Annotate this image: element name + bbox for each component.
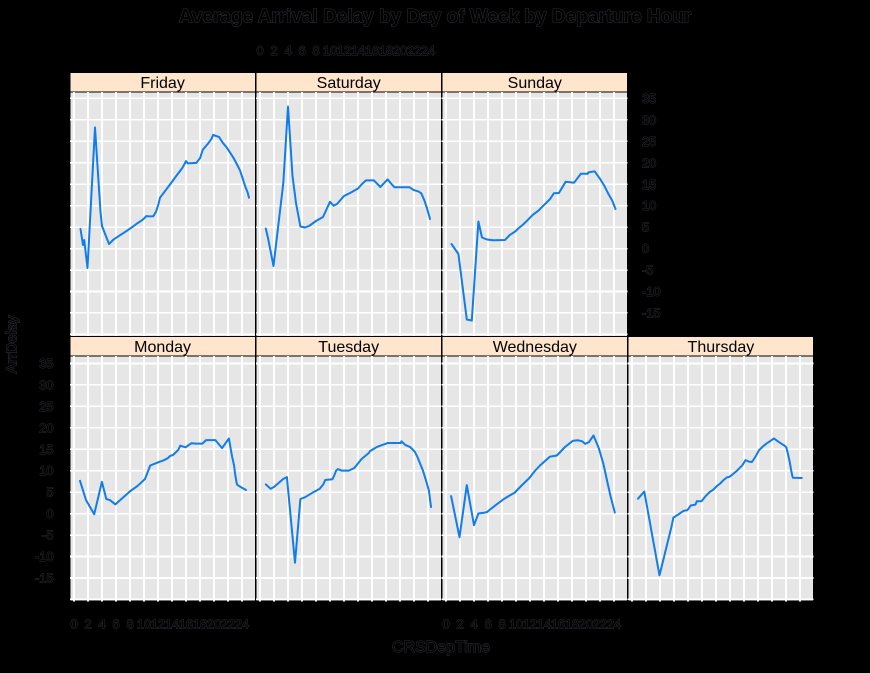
svg-text:18: 18: [193, 616, 207, 631]
svg-text:14: 14: [351, 43, 365, 58]
svg-text:Saturday: Saturday: [317, 75, 381, 92]
svg-text:16: 16: [551, 616, 565, 631]
svg-text:20: 20: [642, 155, 656, 170]
svg-text:10: 10: [137, 616, 151, 631]
svg-text:2: 2: [84, 616, 91, 631]
svg-text:Average Arrival Delay by Day o: Average Arrival Delay by Day of Week by …: [179, 7, 692, 28]
svg-text:10: 10: [323, 43, 337, 58]
svg-text:14: 14: [537, 616, 551, 631]
svg-text:-5: -5: [642, 263, 653, 278]
svg-text:10: 10: [39, 463, 53, 478]
svg-text:16: 16: [179, 616, 193, 631]
svg-text:30: 30: [642, 112, 656, 127]
svg-text:35: 35: [642, 91, 656, 106]
svg-text:12: 12: [337, 43, 351, 58]
svg-text:20: 20: [39, 420, 53, 435]
svg-text:20: 20: [393, 43, 407, 58]
svg-text:25: 25: [39, 399, 53, 414]
svg-text:18: 18: [565, 616, 579, 631]
svg-text:30: 30: [39, 377, 53, 392]
svg-text:0: 0: [442, 616, 449, 631]
svg-text:-10: -10: [642, 284, 661, 299]
svg-text:-10: -10: [35, 549, 54, 564]
svg-text:4: 4: [98, 616, 105, 631]
svg-text:8: 8: [126, 616, 133, 631]
svg-text:5: 5: [642, 220, 649, 235]
svg-text:22: 22: [593, 616, 607, 631]
svg-text:24: 24: [421, 43, 435, 58]
svg-text:10: 10: [642, 198, 656, 213]
svg-text:Wednesday: Wednesday: [493, 339, 577, 356]
svg-text:6: 6: [112, 616, 119, 631]
svg-text:Sunday: Sunday: [508, 75, 562, 92]
svg-text:4: 4: [470, 616, 477, 631]
svg-text:Friday: Friday: [140, 75, 184, 92]
svg-text:8: 8: [498, 616, 505, 631]
svg-text:10: 10: [509, 616, 523, 631]
svg-text:35: 35: [39, 356, 53, 371]
svg-text:5: 5: [46, 485, 53, 500]
svg-text:22: 22: [221, 616, 235, 631]
svg-text:ArrDelay: ArrDelay: [4, 315, 21, 374]
svg-text:15: 15: [642, 177, 656, 192]
svg-text:6: 6: [484, 616, 491, 631]
svg-text:16: 16: [365, 43, 379, 58]
svg-text:8: 8: [312, 43, 319, 58]
svg-text:2: 2: [270, 43, 277, 58]
svg-text:25: 25: [642, 134, 656, 149]
svg-text:Thursday: Thursday: [688, 339, 755, 356]
svg-text:0: 0: [46, 506, 53, 521]
svg-text:-15: -15: [642, 305, 661, 320]
svg-text:Tuesday: Tuesday: [318, 339, 379, 356]
svg-text:0: 0: [70, 616, 77, 631]
svg-text:20: 20: [579, 616, 593, 631]
svg-text:15: 15: [39, 442, 53, 457]
svg-text:14: 14: [165, 616, 179, 631]
svg-text:12: 12: [151, 616, 165, 631]
svg-text:18: 18: [379, 43, 393, 58]
svg-text:2: 2: [456, 616, 463, 631]
svg-text:12: 12: [523, 616, 537, 631]
svg-text:-5: -5: [42, 528, 53, 543]
svg-text:22: 22: [407, 43, 421, 58]
svg-text:24: 24: [235, 616, 249, 631]
svg-text:CRSDepTime: CRSDepTime: [392, 639, 490, 656]
svg-text:20: 20: [207, 616, 221, 631]
svg-text:Monday: Monday: [134, 339, 191, 356]
svg-text:6: 6: [298, 43, 305, 58]
svg-text:4: 4: [284, 43, 291, 58]
svg-text:0: 0: [256, 43, 263, 58]
svg-text:-15: -15: [35, 571, 54, 586]
svg-text:0: 0: [642, 241, 649, 256]
svg-text:24: 24: [607, 616, 621, 631]
